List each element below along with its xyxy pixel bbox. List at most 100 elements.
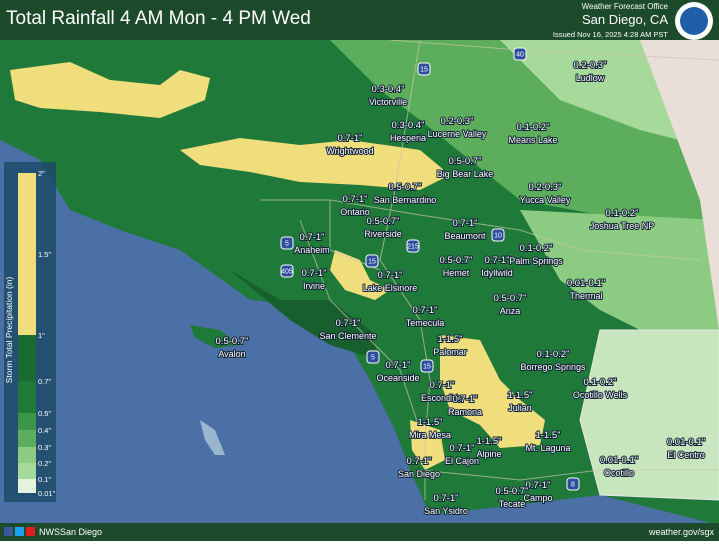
place-name: Anaheim [294,245,330,255]
rain-amount: 0.7-1" [429,380,454,391]
footer-bar [0,523,719,541]
rain-amount: 0.1-0.2" [517,122,550,133]
place-name: Campo [523,493,552,503]
shield [566,477,580,491]
rain-amount: 0.7-1" [377,270,402,281]
rain-amount: 0.2-0.3" [441,116,474,127]
rain-amount: 0.7-1" [342,194,367,205]
rain-amount: 0.7-1" [301,268,326,279]
rain-amount: 0.5-0.7" [367,216,400,227]
rain-amount: 0.1-0.2" [520,243,553,254]
rain-amount: 0.01-0.1" [667,437,705,448]
legend-swatch [18,173,36,335]
place-name: Ocotillo [604,468,634,478]
legend-label: 0.2" [38,459,51,468]
shield [513,47,527,61]
island [200,420,225,455]
rain-band [180,138,450,190]
rain-amount: 0.7-1" [433,493,458,504]
place-name: Temecula [406,318,445,328]
place-name: San Diego [398,469,440,479]
shield [365,254,379,268]
rain-amount: 1-1.5" [437,334,462,345]
rain-amount: 0.7-1" [452,394,477,405]
rain-amount: 0.3-0.4" [372,84,405,95]
shield-number: 10 [494,232,502,239]
shield-number: 405 [281,268,293,275]
shield-number: 15 [420,66,428,73]
roads [260,39,719,500]
shield [491,228,505,242]
place-name: Alpine [476,449,501,459]
place-name: Avalon [218,349,245,359]
website[interactable]: weather.gov/sgx [648,527,715,537]
legend-swatch [18,381,36,413]
legend-label: 1" [38,331,45,340]
place-name: Riverside [364,229,402,239]
shield-number: 15 [368,258,376,265]
header-bar [0,0,719,40]
place-name: Tecate [499,499,526,509]
shield [406,239,420,253]
place-name: Lake Elsinore [363,283,418,293]
issued: Issued Nov 16, 2025 4:28 AM PST [553,30,668,39]
legend-label: 1.5" [38,250,51,259]
highway-shields: 15 40 10 5 405 215 15 5 15 8 [280,47,580,491]
shield [417,62,431,76]
place-name: Joshua Tree NP [590,221,655,231]
shield-number: 8 [571,481,575,488]
place-name: Beaumont [444,231,486,241]
place-name: Victorville [369,97,407,107]
place-labels: 0.3-0.4" Victorville 0.3-0.4" Hesperia 0.2-0… [215,59,707,517]
legend-label: 0.3" [38,443,51,452]
place-name: Ludlow [576,73,605,83]
rain-amount: 0.7-1" [449,443,474,454]
legend-label: 0.7" [38,377,51,386]
place-name: Borrego Springs [520,362,586,372]
legend-label: 2" [38,169,45,178]
desert-imperial [580,330,719,500]
shield [280,236,294,250]
place-name: Oceanside [376,373,419,383]
rain-amount: 0.5-0.7" [440,255,473,266]
rain-amount: 1-1.5" [476,436,501,447]
arizona [640,40,719,330]
legend-swatch [18,447,36,463]
youtube-icon[interactable] [26,527,35,536]
place-name: Hemet [443,268,470,278]
desert-coachella [520,210,719,330]
rain-amount: 0.2-0.3" [574,60,607,71]
place-name: Means Lake [508,135,557,145]
place-name: Ontario [340,207,370,217]
place-name: Wrightwood [326,146,373,156]
place-name: Palomar [433,347,467,357]
legend-swatch [18,335,36,381]
shield [366,350,380,364]
place-name: El Centro [667,450,705,460]
facebook-icon[interactable] [4,527,13,536]
place-name: Thermal [569,291,602,301]
coast-dark [230,270,380,360]
rain-amount: 1-1.5" [417,417,442,428]
place-name: Mt. Laguna [525,443,570,453]
legend-labels: 2" 1.5" 1" 0.7" 0.5" 0.4" 0.3" 0.2" 0.1" 0.01" [38,169,56,498]
place-name: Mira Mesa [409,430,451,440]
rain-amount: 0.7-1" [452,218,477,229]
place-name: Hesperia [390,133,426,143]
place-name: Anza [500,306,521,316]
place-name: Ramona [448,407,482,417]
place-name: Lucerne Valley [428,129,487,139]
rain-amount: 0.5-0.7" [389,182,422,193]
rain-amount: 1-1.5" [507,390,532,401]
twitter-icon[interactable] [15,527,24,536]
rain-amount: 0.7-1" [406,456,431,467]
rain-amount: 0.7-1" [337,133,362,144]
rain-amount: 0.5-0.7" [494,293,527,304]
rain-amount: 0.1-0.2" [537,349,570,360]
rain-amount: 0.7-1" [525,480,550,491]
legend-label: 0.4" [38,426,51,435]
place-name: El Cajon [445,456,479,466]
location: San Diego, CA [582,12,668,27]
rain-band [410,420,445,470]
